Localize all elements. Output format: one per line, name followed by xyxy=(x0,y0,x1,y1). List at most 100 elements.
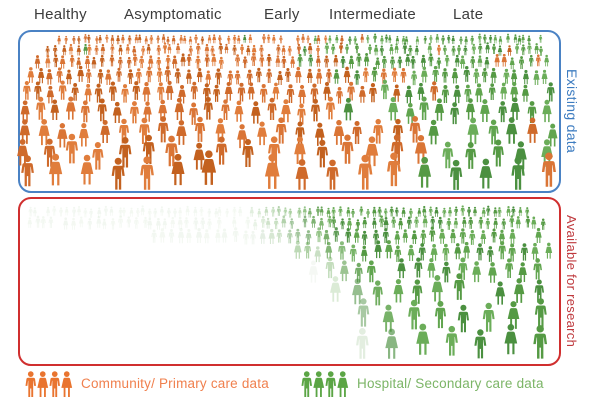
person-icon xyxy=(157,116,169,143)
person-icon xyxy=(448,207,452,217)
person-icon xyxy=(63,217,69,230)
person-icon xyxy=(306,68,313,84)
person-icon xyxy=(275,55,281,67)
person-icon xyxy=(467,117,479,145)
person-icon xyxy=(96,215,102,228)
person-icon xyxy=(126,56,132,69)
person-icon xyxy=(216,216,222,229)
person-icon xyxy=(476,243,484,261)
person-icon xyxy=(416,323,430,355)
person-icon xyxy=(259,44,264,56)
person-icon xyxy=(151,229,157,243)
person-icon xyxy=(394,43,399,54)
person-icon xyxy=(323,35,328,44)
person-icon xyxy=(266,34,271,44)
person-icon xyxy=(238,206,243,217)
person-icon xyxy=(328,35,332,44)
person-icon xyxy=(360,33,365,43)
person-icon xyxy=(178,207,183,217)
person-icon xyxy=(265,217,271,229)
person-icon xyxy=(383,208,388,217)
person-icon xyxy=(327,215,333,228)
person-icon xyxy=(473,68,480,84)
person-icon xyxy=(234,100,244,122)
person-icon xyxy=(474,329,487,359)
person-icon xyxy=(205,70,212,85)
person-icon xyxy=(242,56,248,69)
person-icon xyxy=(366,208,370,218)
person-icon xyxy=(506,206,511,217)
person-icon xyxy=(217,206,222,217)
person-icon xyxy=(83,34,88,43)
person-icon xyxy=(520,243,528,261)
person-icon xyxy=(336,86,343,104)
person-icon xyxy=(100,44,106,55)
person-icon xyxy=(272,82,280,100)
person-icon xyxy=(149,34,154,45)
person-icon xyxy=(531,242,539,260)
person-icon xyxy=(335,34,339,44)
person-icon xyxy=(281,45,286,56)
person-icon xyxy=(382,304,395,332)
person-icon xyxy=(525,207,530,217)
person-icon xyxy=(311,215,317,228)
person-icon xyxy=(221,228,228,243)
person-icon xyxy=(109,54,115,67)
person-icon xyxy=(247,82,255,100)
person-icon xyxy=(493,34,498,44)
person-icon xyxy=(177,216,183,229)
person-icon xyxy=(522,69,529,85)
person-icon xyxy=(430,81,439,101)
person-icon xyxy=(159,206,164,216)
person-icon xyxy=(57,35,61,45)
person-icon xyxy=(251,101,261,124)
person-icon xyxy=(356,53,362,67)
person-icon xyxy=(388,35,392,44)
person-icon xyxy=(361,230,368,245)
person-icon xyxy=(487,246,494,262)
person-icon xyxy=(354,43,359,54)
person-icon xyxy=(102,218,107,230)
person-icon xyxy=(477,55,483,67)
existing-data-label: Existing data xyxy=(564,69,580,154)
person-icon xyxy=(533,325,548,359)
person-icon xyxy=(538,46,543,56)
person-icon xyxy=(252,219,258,230)
person-icon xyxy=(326,68,332,83)
person-icon xyxy=(373,44,379,56)
person-icon xyxy=(338,42,344,54)
person-icon xyxy=(281,215,287,228)
person-icon xyxy=(135,207,140,217)
person-icon xyxy=(307,43,313,54)
person-icon xyxy=(325,371,337,397)
person-icon xyxy=(340,218,345,230)
person-icon xyxy=(355,219,361,230)
person-icon xyxy=(246,45,251,56)
person-icon xyxy=(77,205,82,216)
person-icon xyxy=(76,45,81,56)
person-icon xyxy=(277,70,283,85)
stage-label-intermediate: Intermediate xyxy=(329,6,416,23)
person-icon xyxy=(257,121,268,146)
person-icon xyxy=(98,34,102,44)
person-icon xyxy=(521,34,525,43)
person-icon xyxy=(110,44,115,54)
person-icon xyxy=(146,66,153,83)
person-icon xyxy=(296,43,302,55)
person-icon xyxy=(349,244,357,262)
person-icon xyxy=(422,205,427,217)
person-icon xyxy=(514,43,520,54)
person-icon xyxy=(377,206,382,217)
person-icon xyxy=(436,44,442,56)
person-icon xyxy=(157,82,165,101)
person-icon xyxy=(542,99,552,123)
person-icon xyxy=(180,53,186,67)
person-icon xyxy=(78,123,89,147)
person-icon xyxy=(510,97,520,120)
person-icon xyxy=(442,45,447,55)
person-icon xyxy=(540,218,546,230)
person-icon xyxy=(133,217,139,229)
person-icon xyxy=(171,55,178,69)
person-icon xyxy=(221,99,230,120)
person-icon xyxy=(156,35,160,44)
